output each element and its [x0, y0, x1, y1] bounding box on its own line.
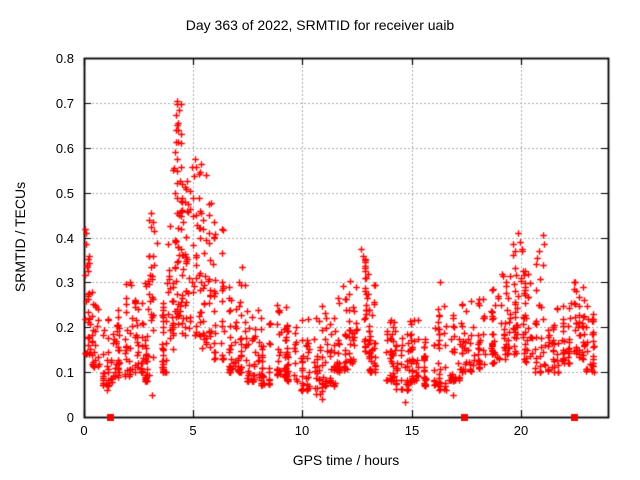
x-axis-label: GPS time / hours — [292, 452, 400, 468]
y-axis-label: SRMTID / TECUs — [12, 181, 28, 293]
chart-title: Day 363 of 2022, SRMTID for receiver uai… — [185, 17, 455, 33]
